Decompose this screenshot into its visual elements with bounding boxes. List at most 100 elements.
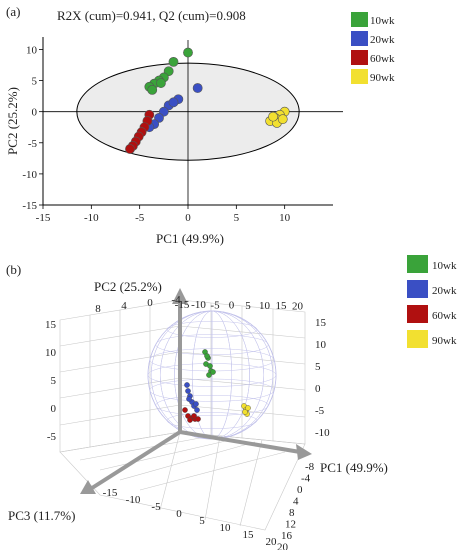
y-tick-label: 5 xyxy=(32,76,38,88)
legend-swatch-60wk xyxy=(407,305,428,323)
b-pc3ticks-label: -10 xyxy=(126,494,141,506)
panel-b-letter: (b) xyxy=(6,262,21,277)
pc2-ticks: 15 10 5 0 -5 -10 xyxy=(315,317,330,439)
legend-label-10wk: 10wk xyxy=(432,260,457,272)
legend-label-90wk: 90wk xyxy=(432,335,457,347)
b-backticks-label: 8 xyxy=(95,303,101,315)
b-backticks-label: 4 xyxy=(121,300,127,312)
x-tick-label: 0 xyxy=(185,212,191,224)
panel-a-title: R2X (cum)=0.941, Q2 (cum)=0.908 xyxy=(57,8,246,23)
b-topticks-label: -10 xyxy=(191,299,206,311)
point3d-10wk xyxy=(204,353,210,359)
pc2-axis-label: PC2 (25.2%) xyxy=(94,279,162,294)
x-tick-label: 5 xyxy=(234,212,240,224)
x-tick-label: 10 xyxy=(279,212,291,224)
point3d-10wk xyxy=(206,372,212,378)
b-pc2ticks-label: 5 xyxy=(315,361,321,373)
y-axis-label: PC2 (25.2%) xyxy=(5,87,20,155)
b-pc3ticks-label: 20 xyxy=(266,536,278,548)
point3d-20wk xyxy=(186,396,192,402)
point3d-10wk xyxy=(207,363,213,369)
point3d-10wk xyxy=(210,369,216,375)
y-tick-label: -15 xyxy=(22,200,37,212)
legend-swatch-10wk xyxy=(407,255,428,273)
legend-swatch-90wk xyxy=(351,69,368,84)
scatter-points-3d xyxy=(182,349,251,423)
point-10wk xyxy=(183,47,193,58)
b-pc2ticks-label: 10 xyxy=(315,339,327,351)
point-10wk xyxy=(156,78,166,88)
point-10wk xyxy=(168,56,179,67)
b-pc3ticks-label: 5 xyxy=(199,515,205,527)
legend-swatch-10wk xyxy=(351,12,368,27)
b-topticks-label: 5 xyxy=(245,300,251,312)
legend-swatch-20wk xyxy=(407,280,428,298)
point3d-20wk xyxy=(194,407,200,413)
b-pc3ticks-label: 0 xyxy=(176,508,182,520)
y-tick-label: 10 xyxy=(26,44,38,56)
b-leftticks-label: 15 xyxy=(45,319,57,331)
b-pc3ticks-label: -15 xyxy=(103,487,118,499)
y-tick-label: 0 xyxy=(32,107,38,119)
b-pc1ticks-label: 16 xyxy=(281,530,293,542)
point3d-90wk xyxy=(245,405,251,411)
b-leftticks-label: 10 xyxy=(45,347,57,359)
box-grid xyxy=(59,299,306,531)
b-leftticks-label: -5 xyxy=(47,431,57,443)
b-topticks-label: -15 xyxy=(175,299,190,311)
legend-a: 10wk 20wk 60wk 90wk xyxy=(351,12,395,84)
point3d-20wk xyxy=(185,388,191,394)
b-topticks-label: -5 xyxy=(210,299,220,311)
legend-label-60wk: 60wk xyxy=(370,53,395,65)
legend-label-20wk: 20wk xyxy=(370,34,395,46)
legend-label-10wk: 10wk xyxy=(370,15,395,27)
b-topticks-label: 15 xyxy=(276,300,288,312)
b-backticks-label: -4 xyxy=(171,294,181,306)
point3d-20wk xyxy=(184,382,190,388)
panel-a-letter: (a) xyxy=(6,4,20,19)
legend-swatch-20wk xyxy=(351,31,368,46)
x-tick-label: -15 xyxy=(36,212,51,224)
b-backticks-label: 0 xyxy=(147,297,153,309)
confidence-sphere xyxy=(147,310,277,440)
b-pc1ticks-label: -8 xyxy=(305,461,315,473)
y-tick-label: -10 xyxy=(22,169,37,181)
pc3-axis-label: PC3 (11.7%) xyxy=(8,508,75,523)
legend-b: 10wk 20wk 60wk 90wk xyxy=(407,255,457,348)
point-20wk xyxy=(168,97,179,108)
b-leftticks-label: 5 xyxy=(51,375,57,387)
point3d-60wk xyxy=(191,413,197,419)
legend-label-60wk: 60wk xyxy=(432,310,457,322)
b-pc2ticks-label: 15 xyxy=(315,317,327,329)
point3d-60wk xyxy=(195,416,201,422)
b-pc3ticks-label: 15 xyxy=(243,529,255,541)
x-axis-ticks: -15 -10 -5 0 5 10 xyxy=(36,205,291,224)
b-pc2ticks-label: -10 xyxy=(315,427,330,439)
point-60wk xyxy=(125,144,135,154)
axis-arrows xyxy=(80,288,312,494)
left-ticks: 15 10 5 0 -5 xyxy=(45,319,57,443)
point3d-60wk xyxy=(182,407,188,413)
legend-swatch-90wk xyxy=(407,330,428,348)
point3d-90wk xyxy=(242,409,248,415)
x-tick-label: -10 xyxy=(84,212,99,224)
point-90wk xyxy=(277,114,288,125)
panel-a: (a) R2X (cum)=0.941, Q2 (cum)=0.908 -15-… xyxy=(5,4,395,246)
b-pc1ticks-label: 20 xyxy=(277,542,289,550)
point3d-60wk xyxy=(187,417,193,423)
back-ticks: 8 4 0 -4 xyxy=(95,294,181,315)
scatter-points xyxy=(125,47,290,154)
b-pc1ticks-label: 8 xyxy=(289,507,295,519)
y-axis-ticks: 10 5 0 -5 -10 -15 xyxy=(22,44,43,212)
b-topticks-label: 10 xyxy=(259,300,271,312)
legend-label-20wk: 20wk xyxy=(432,285,457,297)
point-10wk xyxy=(147,84,158,95)
b-pc1ticks-label: 12 xyxy=(285,519,296,531)
b-pc3ticks-label: -5 xyxy=(151,501,161,513)
b-pc1ticks-label: -4 xyxy=(301,473,311,485)
pc1-axis-label: PC1 (49.9%) xyxy=(320,460,388,475)
pc3-ticks: -15 -10 -5 0 5 10 15 20 xyxy=(103,487,277,548)
legend-swatch-60wk xyxy=(351,50,368,65)
point3d-20wk xyxy=(193,401,199,407)
